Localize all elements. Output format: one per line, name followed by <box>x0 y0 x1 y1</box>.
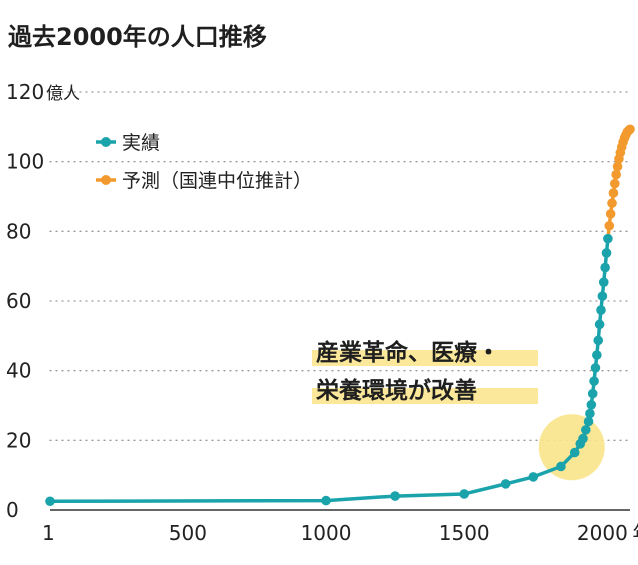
data-point <box>607 198 617 208</box>
y-tick-label: 80 <box>6 219 31 243</box>
data-point <box>578 433 588 444</box>
y-tick-label: 60 <box>6 289 31 313</box>
series-line-actual <box>49 238 610 504</box>
y-unit-label: 億人 <box>46 84 80 104</box>
data-point <box>596 305 606 315</box>
data-point <box>600 262 610 273</box>
data-point <box>556 461 566 472</box>
data-point <box>587 388 598 399</box>
y-tick-label: 100 <box>6 150 44 174</box>
y-tick-label: 40 <box>6 359 31 383</box>
x-tick-label: 1 <box>42 521 55 545</box>
data-point <box>390 491 400 501</box>
data-point <box>500 479 511 489</box>
x-tick-label: 500 <box>169 521 207 545</box>
data-point <box>528 472 539 482</box>
data-point <box>598 277 609 287</box>
x-unit-label: 年 <box>632 521 638 545</box>
data-point <box>586 400 597 410</box>
data-point <box>604 220 615 231</box>
y-tick-label: 20 <box>6 428 31 452</box>
data-point <box>603 233 613 244</box>
data-point <box>610 178 620 189</box>
y-tick-label: 0 <box>6 498 19 522</box>
data-point <box>605 209 616 219</box>
x-tick-label: 1000 <box>301 521 352 545</box>
legend-label: 実績 <box>122 132 160 154</box>
x-axis-ticks: 1500100015002000年 <box>42 521 638 545</box>
legend-marker <box>101 175 111 185</box>
data-point <box>597 291 608 301</box>
data-point <box>580 425 591 435</box>
legend-label: 予測（国連中位推計） <box>122 170 312 192</box>
data-point <box>459 489 470 499</box>
data-point <box>592 350 602 360</box>
series-points <box>45 124 635 507</box>
y-axis-ticks: 0 20 40 60 80 100 120 億人 <box>6 80 80 522</box>
data-point <box>608 188 619 198</box>
data-point <box>590 363 601 373</box>
annotation-background <box>312 350 538 404</box>
data-point <box>45 496 55 507</box>
data-point <box>612 161 623 172</box>
chart-title: 過去2000年の人口推移 <box>8 23 267 51</box>
legend-marker <box>101 137 111 147</box>
x-tick-label: 1500 <box>439 521 490 545</box>
data-point <box>589 376 599 386</box>
data-point <box>625 124 635 135</box>
annotation-line: 産業革命、医療・ <box>316 339 500 366</box>
data-point <box>585 408 595 419</box>
data-point <box>583 416 594 427</box>
annotation-highlight-bar <box>312 388 538 404</box>
data-point <box>594 319 605 330</box>
data-point <box>321 495 331 506</box>
gridlines <box>49 91 631 511</box>
data-point <box>569 447 580 458</box>
y-tick-label: 120 <box>6 80 44 104</box>
annotation-highlight-bar <box>312 350 538 366</box>
data-point <box>601 248 612 258</box>
annotation: 産業革命、医療・栄養環境が改善 <box>315 339 500 404</box>
data-point <box>611 169 621 180</box>
x-tick-label: 2000 <box>577 521 628 545</box>
annotation-line: 栄養環境が改善 <box>315 377 477 404</box>
data-point <box>593 335 604 346</box>
